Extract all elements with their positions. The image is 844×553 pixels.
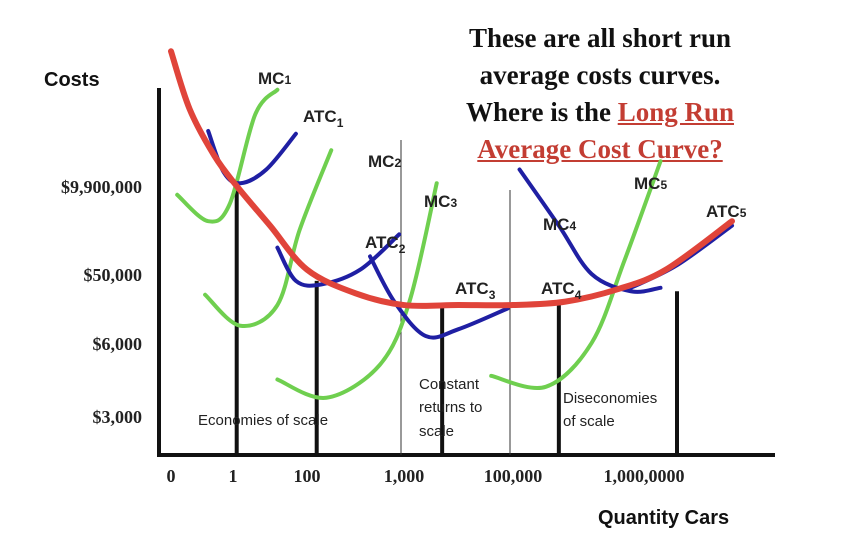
x-tick-label: 1 [229, 466, 238, 486]
y-axis-title: Costs [44, 69, 100, 91]
curve-label-mc1: MC1 [258, 69, 291, 88]
curve-label-mc2: MC2 [368, 152, 401, 171]
x-tick-label: 1,000,0000 [604, 466, 685, 486]
curve-label-atc1: ATC1 [303, 107, 344, 130]
x-tick-label: 100,000 [484, 466, 543, 486]
region-label-constant-line-2: returns to [419, 399, 482, 416]
curve-label-atc4: ATC4 [541, 279, 582, 302]
heading-line-4: Average Cost Curve? [420, 131, 780, 168]
y-tick-label: $6,000 [93, 334, 143, 354]
curve-atc4 [517, 167, 663, 294]
heading-line-1: These are all short run [469, 23, 731, 53]
curve-label-mc3: MC3 [424, 192, 457, 211]
x-axis-title: Quantity Cars [598, 507, 729, 529]
region-label-diseconomies-line-1: Diseconomies [563, 390, 657, 407]
heading-link-average-cost-curve: Average Cost Curve? [477, 134, 723, 164]
curve-atc1 [206, 129, 298, 186]
y-tick-label: $50,000 [84, 265, 143, 285]
x-tick-label: 1,000 [384, 466, 425, 486]
region-label-constant-returns: Constant returns to scale [419, 376, 482, 440]
region-label-economies: Economies of scale [198, 412, 328, 429]
curve-mc4 [489, 159, 663, 390]
heading-line-2: average costs curves. [479, 60, 721, 90]
region-label-constant-line-3: scale [419, 423, 454, 440]
curve-label-atc2: ATC2 [365, 233, 406, 256]
region-label-diseconomies-line-2: of scale [563, 413, 615, 430]
curve-mc3 [275, 181, 439, 400]
curve-label-atc3: ATC3 [455, 279, 496, 302]
curve-label-mc4: MC4 [543, 215, 576, 234]
chart-heading: These are all short run average costs cu… [420, 20, 780, 168]
region-label-constant-line-1: Constant [419, 376, 480, 393]
vertical-markers [234, 183, 679, 455]
heading-line-3: Where is the Long Run [420, 94, 780, 131]
x-tick-label: 0 [167, 466, 176, 486]
heading-line-3-prefix: Where is the [465, 97, 618, 127]
curve-atc3 [368, 254, 510, 340]
curve-label-mc5: MC5 [634, 174, 667, 193]
curve-mc1 [175, 87, 280, 224]
curve-lrac [168, 48, 735, 309]
y-tick-label: $3,000 [93, 407, 143, 427]
x-tick-label: 100 [294, 466, 321, 486]
curve-label-atc5: ATC5 [706, 202, 747, 221]
cost-curves [168, 48, 735, 400]
heading-link-long-run: Long Run [617, 97, 735, 127]
region-label-diseconomies: Diseconomies of scale [563, 390, 657, 430]
curve-mc2 [203, 148, 334, 329]
y-tick-label: $9,900,000 [61, 177, 142, 197]
